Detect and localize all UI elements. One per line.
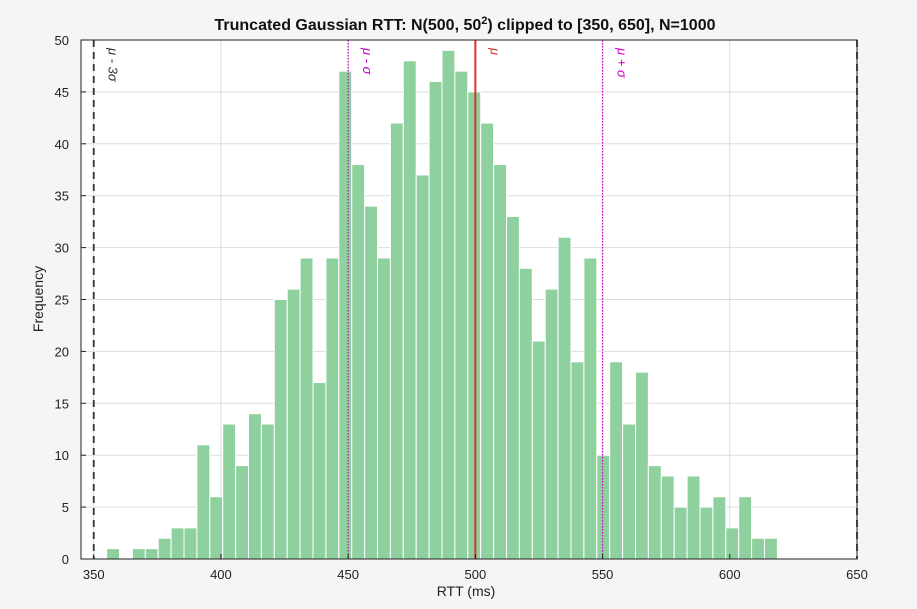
histogram-bar: [570, 361, 585, 560]
histogram-bar: [454, 70, 469, 560]
y-tick-label: 10: [55, 448, 69, 463]
histogram-bar: [235, 465, 250, 560]
x-tick-label: 350: [83, 567, 105, 582]
x-tick-label: 550: [592, 567, 614, 582]
histogram-bar: [531, 340, 546, 560]
x-tick-label: 450: [337, 567, 359, 582]
y-axis-label: Frequency: [30, 266, 46, 332]
reference-line-label: μ: [487, 47, 502, 55]
x-tick-label: 400: [210, 567, 232, 582]
histogram-bar: [518, 267, 533, 560]
histogram-bar: [622, 423, 636, 560]
histogram-bar: [634, 371, 649, 560]
histogram-bar: [609, 361, 624, 560]
y-tick-label: 50: [55, 33, 69, 48]
y-tick-label: 25: [55, 293, 69, 308]
histogram-bar: [660, 475, 675, 560]
x-axis-ticks: 350 400 450 500 550 600 650: [83, 554, 868, 582]
title-tail: ) clipped to [350, 650], N=1000: [487, 17, 715, 34]
histogram-bar: [209, 496, 224, 560]
reference-line-label: μ - σ: [360, 47, 375, 76]
histogram-bar: [338, 70, 353, 560]
histogram-bar: [738, 496, 753, 560]
reference-line-label: μ + σ: [615, 47, 630, 79]
histogram-bar: [325, 257, 340, 560]
histogram-bar: [183, 527, 198, 560]
histogram-bar: [673, 506, 688, 560]
title-main: Truncated Gaussian RTT: N(500, 50: [215, 17, 482, 34]
histogram-bar: [196, 444, 211, 560]
x-axis-label: RTT (ms): [437, 583, 496, 599]
y-tick-label: 0: [62, 552, 69, 567]
histogram-bar: [751, 537, 765, 560]
histogram-bar: [467, 91, 482, 560]
histogram-bar: [170, 527, 185, 560]
y-tick-label: 45: [55, 85, 69, 100]
histogram-bar: [647, 465, 662, 560]
histogram-bar: [441, 49, 456, 560]
histogram-bar: [106, 548, 121, 560]
x-tick-label: 500: [465, 567, 487, 582]
histogram-bar: [686, 475, 701, 560]
reference-line-label: μ - 3σ: [106, 47, 121, 83]
histogram-bar: [402, 60, 417, 560]
x-tick-label: 650: [846, 567, 868, 582]
x-tick-label: 600: [719, 567, 741, 582]
histogram-bar: [364, 205, 379, 560]
histogram-bar: [493, 164, 508, 560]
y-tick-label: 5: [62, 500, 69, 515]
histogram-bar: [260, 423, 275, 560]
y-tick-label: 35: [55, 189, 69, 204]
histogram-bar: [763, 537, 778, 560]
title-superscript: 2: [481, 15, 487, 27]
histogram-bars: [106, 49, 778, 560]
histogram-bar: [428, 81, 443, 560]
y-axis-ticks: 0 5 10 15 20 25 30 35 40 45 50: [55, 33, 86, 567]
histogram-bar: [377, 257, 391, 560]
chart-title: Truncated Gaussian RTT: N(500, 502) clip…: [215, 15, 716, 34]
y-tick-label: 30: [55, 241, 69, 256]
histogram-bar: [222, 423, 237, 560]
histogram-bar: [699, 506, 714, 560]
histogram-bar: [583, 257, 598, 560]
y-tick-label: 40: [55, 137, 69, 152]
y-tick-label: 15: [55, 396, 69, 411]
histogram-bar: [712, 496, 727, 560]
histogram-bar: [506, 215, 520, 560]
histogram-bar: [157, 537, 172, 560]
histogram-bar: [248, 413, 262, 560]
histogram-bar: [557, 236, 572, 560]
histogram-bar: [312, 382, 327, 560]
histogram-bar: [131, 548, 146, 560]
reference-lines: μ - 3σ μ - σ μ μ + σ: [92, 40, 858, 559]
histogram-bar: [544, 288, 559, 560]
histogram-bar: [480, 122, 495, 560]
histogram-bar: [415, 174, 430, 560]
histogram-bar: [596, 454, 611, 560]
histogram-bar: [273, 299, 288, 560]
histogram-bar: [286, 288, 301, 560]
histogram-bar: [351, 164, 366, 560]
histogram-bar: [144, 548, 159, 560]
histogram-bar: [725, 527, 740, 560]
y-tick-label: 20: [55, 344, 69, 359]
histogram-bar: [299, 257, 314, 560]
histogram-bar: [389, 122, 404, 560]
